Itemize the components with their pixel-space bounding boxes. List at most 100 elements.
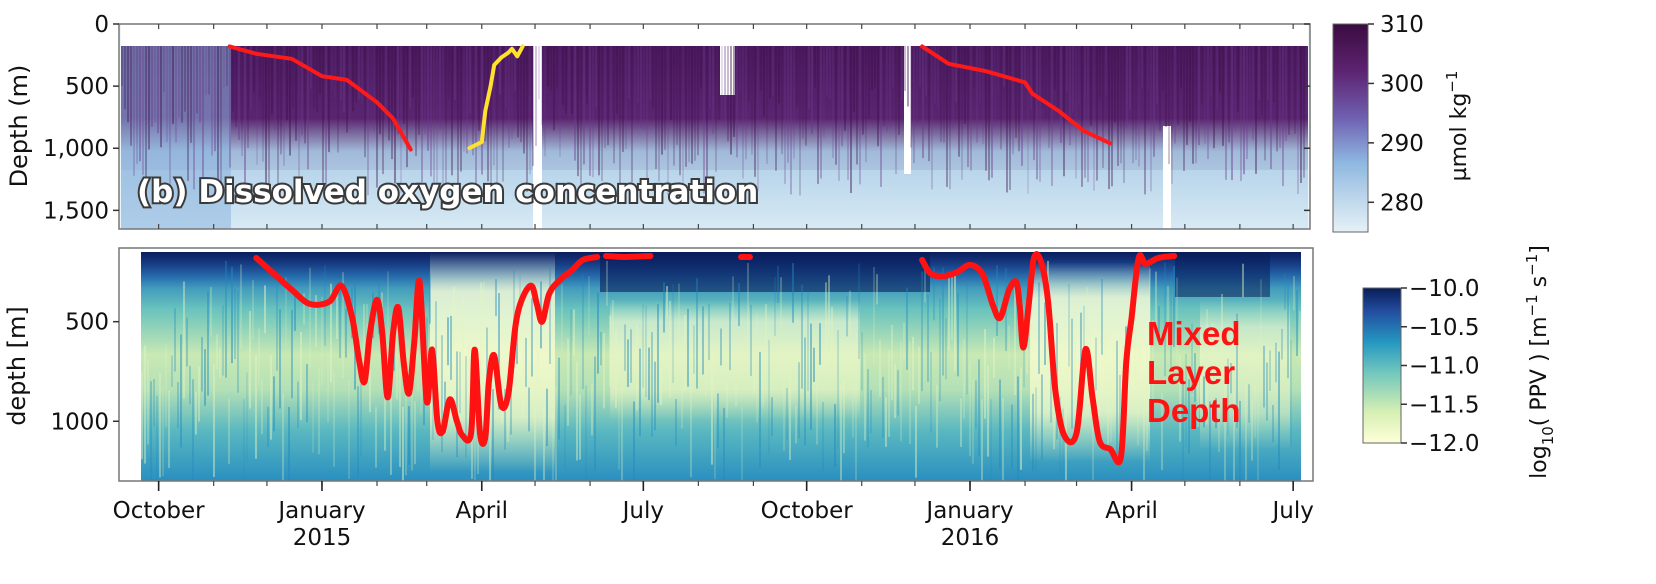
ppv-streak <box>1299 311 1301 358</box>
oxygen-streak <box>451 46 453 176</box>
ppv-streak <box>267 406 269 447</box>
ppv-streak <box>171 355 173 387</box>
oxygen-streak <box>718 46 720 120</box>
ppv-streak <box>147 359 149 445</box>
oxygen-colorbar-tick-label: 290 <box>1380 131 1424 157</box>
oxygen-streak <box>880 46 882 187</box>
ppv-streak <box>555 386 557 481</box>
oxygen-streak <box>988 46 990 181</box>
oxygen-streak <box>1147 46 1149 90</box>
ppv-streak <box>1236 313 1238 428</box>
oxygen-streak <box>970 46 972 171</box>
ppv-streak <box>975 380 977 429</box>
ppv-streak <box>285 277 287 346</box>
oxygen-streak <box>1288 46 1290 135</box>
ppv-streak <box>1173 266 1175 347</box>
oxygen-streak <box>946 46 948 187</box>
ppv-streak <box>150 381 152 481</box>
oxygen-streak <box>670 46 672 120</box>
oxygen-streak <box>700 46 702 89</box>
oxygen-autumn-2014-light-patch <box>121 46 231 229</box>
oxygen-streak <box>301 46 303 136</box>
ppv-streak <box>1023 329 1025 388</box>
oxygen-streak <box>304 46 306 144</box>
ppv-streak <box>936 384 938 448</box>
oxygen-streak <box>943 46 945 143</box>
ppv-colorbar-label-seconds: s <box>1527 276 1552 294</box>
ppv-streak <box>1263 345 1265 408</box>
ppv-streak <box>750 304 752 376</box>
ppv-streak <box>609 315 611 388</box>
oxygen-streak <box>400 46 402 194</box>
oxygen-streak <box>676 46 678 145</box>
ppv-streak <box>1275 342 1277 383</box>
oxygen-streak <box>562 46 564 105</box>
oxygen-streak <box>1117 46 1119 166</box>
oxygen-streak <box>1243 46 1245 175</box>
ppv-streak <box>1143 369 1145 481</box>
oxygen-streak <box>778 46 780 104</box>
ppv-streak <box>573 309 575 356</box>
ppv-x-tick-label-line: January <box>924 498 1013 524</box>
ppv-streak <box>852 344 854 438</box>
oxygen-colorbar-tick-label: 300 <box>1380 71 1424 97</box>
ppv-streak <box>312 382 314 453</box>
ppv-streak <box>933 266 935 321</box>
oxygen-colorbar-ticks: 310 300 290 280 <box>1368 12 1424 216</box>
oxygen-streak <box>1225 46 1227 180</box>
ppv-streak <box>1035 387 1037 472</box>
ppv-colorbar-label-exp-2: −1 <box>1523 254 1541 276</box>
ppv-streak <box>546 388 548 446</box>
oxygen-streak <box>271 46 273 114</box>
oxygen-streak <box>202 46 204 183</box>
oxygen-streak <box>1222 46 1224 146</box>
oxygen-streak <box>409 46 411 109</box>
oxygen-streak <box>1300 46 1302 183</box>
ppv-streak <box>1026 325 1028 374</box>
ppv-streak <box>789 373 791 460</box>
ppv-x-tick-label: April <box>1105 498 1158 524</box>
oxygen-streak <box>556 46 558 88</box>
ppv-streak <box>681 334 683 429</box>
ppv-streak <box>543 407 545 481</box>
oxygen-streak <box>199 46 201 123</box>
ppv-streak <box>432 378 434 440</box>
ppv-streak <box>1251 400 1253 461</box>
ppv-streak <box>162 386 164 477</box>
ppv-streak <box>1146 345 1148 452</box>
ppv-streak <box>1011 404 1013 470</box>
ppv-streak <box>915 406 917 478</box>
oxygen-streak <box>1231 46 1233 181</box>
ppv-streak <box>345 308 347 358</box>
oxygen-streak <box>940 46 942 143</box>
oxygen-streak <box>289 46 291 156</box>
oxygen-streak <box>1015 46 1017 139</box>
ppv-streak <box>258 328 260 386</box>
oxygen-streak <box>334 46 336 98</box>
oxygen-streak <box>505 46 507 108</box>
ppv-streak <box>189 365 191 405</box>
oxygen-streak <box>313 46 315 109</box>
ppv-streak <box>513 270 515 343</box>
oxygen-streak <box>331 46 333 91</box>
ppv-y-axis-title: depth [m] <box>3 306 31 426</box>
oxygen-depth-lines <box>121 46 1308 196</box>
oxygen-streak <box>388 46 390 141</box>
ppv-streak <box>993 337 995 378</box>
ppv-colorbar-label-quantity: ( PPV ) [m <box>1527 316 1552 426</box>
oxygen-streak <box>136 46 138 164</box>
oxygen-streak <box>181 46 183 123</box>
ppv-streak <box>1260 279 1262 371</box>
oxygen-streak <box>1000 46 1002 150</box>
oxygen-streak <box>475 46 477 186</box>
ppv-streak <box>279 309 281 409</box>
ppv-streak <box>672 284 674 383</box>
ppv-streak <box>528 387 530 432</box>
ppv-streak <box>537 320 539 393</box>
oxygen-streak <box>907 46 909 107</box>
ppv-streak <box>414 401 416 465</box>
oxygen-profile-line <box>920 44 1113 146</box>
ppv-streak <box>336 290 338 339</box>
oxygen-streak <box>1075 46 1077 179</box>
